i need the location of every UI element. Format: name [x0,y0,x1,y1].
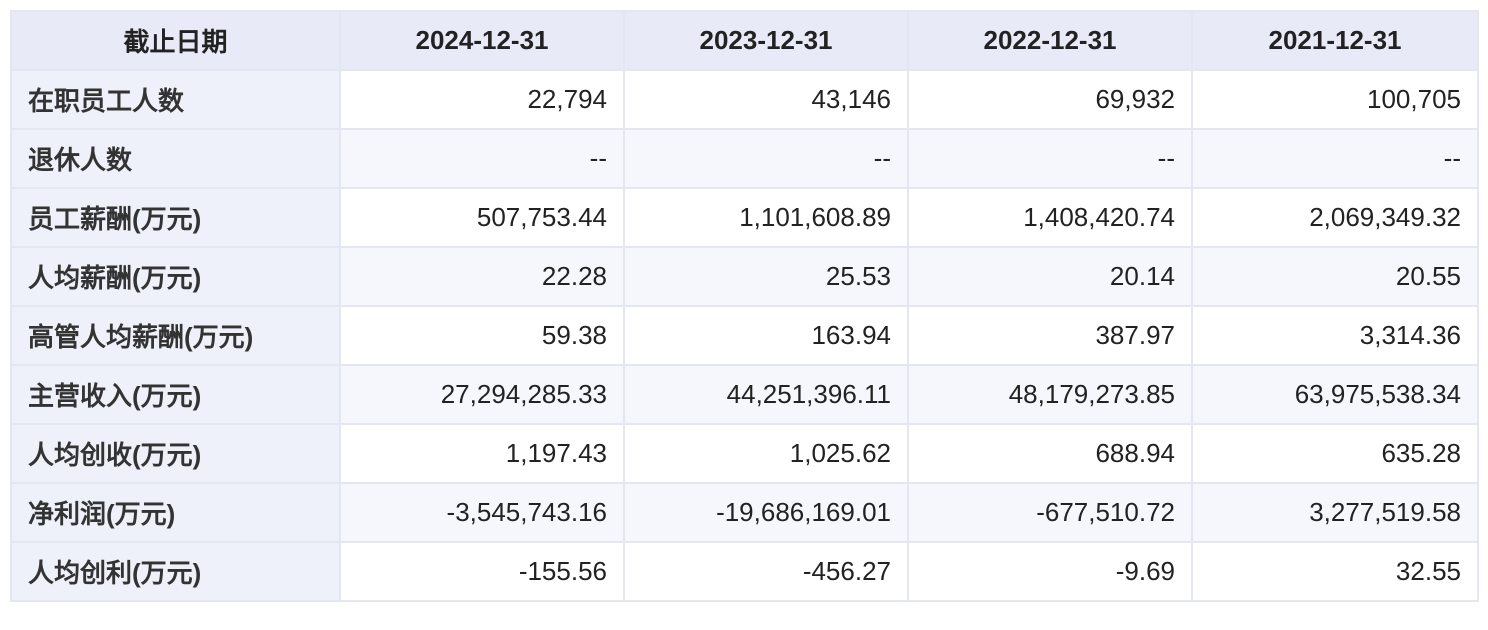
header-cell: 2024-12-31 [339,10,625,71]
row-label: 在职员工人数 [10,69,341,130]
cell: -155.56 [339,541,625,602]
cell: 2,069,349.32 [1191,187,1479,248]
cell: -456.27 [623,541,909,602]
cell: 69,932 [907,69,1193,130]
cell: 20.14 [907,246,1193,307]
cell: 44,251,396.11 [623,364,909,425]
cell: 22,794 [339,69,625,130]
row-label: 员工薪酬(万元) [10,187,341,248]
cell: -- [623,128,909,189]
row-label: 主营收入(万元) [10,364,341,425]
cell: 1,101,608.89 [623,187,909,248]
cell: 25.53 [623,246,909,307]
cell: 688.94 [907,423,1193,484]
table-row: 主营收入(万元) 27,294,285.33 44,251,396.11 48,179… [10,364,1479,425]
cell: 48,179,273.85 [907,364,1193,425]
cell: 32.55 [1191,541,1479,602]
cell: 3,314.36 [1191,305,1479,366]
cell: -3,545,743.16 [339,482,625,543]
cell: 635.28 [1191,423,1479,484]
cell: 20.55 [1191,246,1479,307]
header-cell: 2021-12-31 [1191,10,1479,71]
table-row: 人均薪酬(万元) 22.28 25.53 20.14 20.55 [10,246,1479,307]
cell: -- [1191,128,1479,189]
cell: 27,294,285.33 [339,364,625,425]
cell: -677,510.72 [907,482,1193,543]
cell: 1,025.62 [623,423,909,484]
row-label: 退休人数 [10,128,341,189]
header-cell: 截止日期 [10,10,341,71]
row-label: 人均创收(万元) [10,423,341,484]
cell: -19,686,169.01 [623,482,909,543]
cell: 43,146 [623,69,909,130]
cell: -- [907,128,1193,189]
table-row: 退休人数 -- -- -- -- [10,128,1479,189]
row-label: 净利润(万元) [10,482,341,543]
cell: -9.69 [907,541,1193,602]
row-label: 人均创利(万元) [10,541,341,602]
table-row: 高管人均薪酬(万元) 59.38 163.94 387.97 3,314.36 [10,305,1479,366]
table-row: 员工薪酬(万元) 507,753.44 1,101,608.89 1,408,420.… [10,187,1479,248]
row-label: 高管人均薪酬(万元) [10,305,341,366]
cell: 163.94 [623,305,909,366]
table-row: 人均创利(万元) -155.56 -456.27 -9.69 32.55 [10,541,1479,602]
cell: 63,975,538.34 [1191,364,1479,425]
header-cell: 2022-12-31 [907,10,1193,71]
header-cell: 2023-12-31 [623,10,909,71]
header-row: 截止日期 2024-12-31 2023-12-31 2022-12-31 2021-1… [10,10,1479,71]
cell: -- [339,128,625,189]
table-body: 在职员工人数 22,794 43,146 69,932 100,705 退休人数 -- -- -… [10,69,1479,602]
table-row: 人均创收(万元) 1,197.43 1,025.62 688.94 635.28 [10,423,1479,484]
cell: 1,197.43 [339,423,625,484]
data-table: 截止日期 2024-12-31 2023-12-31 2022-12-31 2021-1… [10,10,1479,602]
cell: 59.38 [339,305,625,366]
table-row: 净利润(万元) -3,545,743.16 -19,686,169.01 -677,5… [10,482,1479,543]
cell: 1,408,420.74 [907,187,1193,248]
cell: 22.28 [339,246,625,307]
cell: 100,705 [1191,69,1479,130]
table-row: 在职员工人数 22,794 43,146 69,932 100,705 [10,69,1479,130]
cell: 3,277,519.58 [1191,482,1479,543]
row-label: 人均薪酬(万元) [10,246,341,307]
cell: 387.97 [907,305,1193,366]
cell: 507,753.44 [339,187,625,248]
